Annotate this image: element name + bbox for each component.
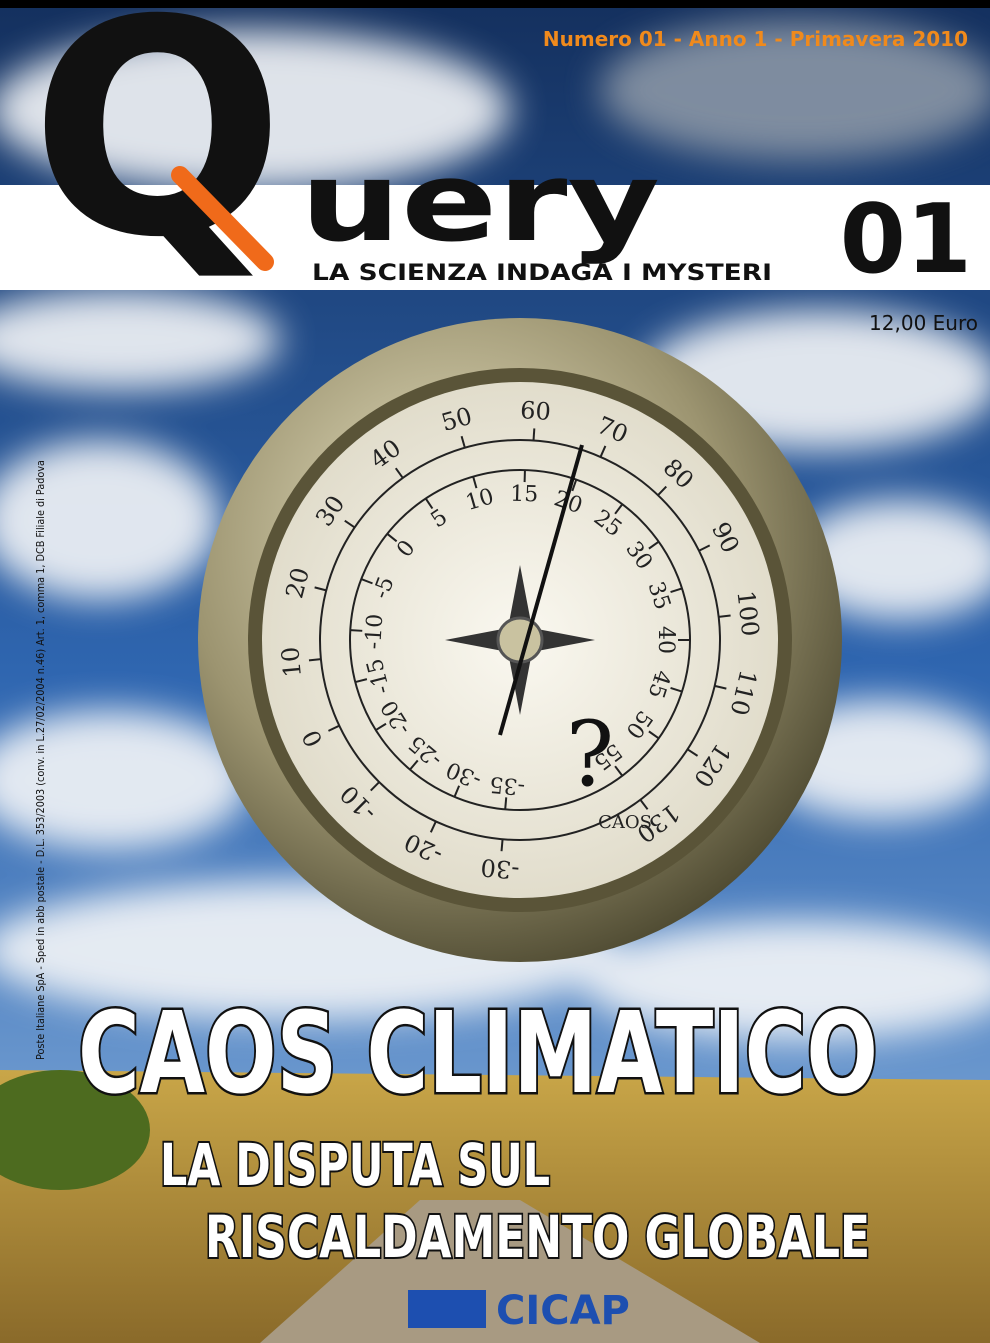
tagline: LA SCIENZA INDAGA I MYSTERI: [312, 261, 772, 286]
dial-tick: [648, 540, 660, 550]
dial-tick: [670, 686, 683, 693]
logo-q: Q: [30, 0, 285, 303]
publisher: CICAP: [496, 1288, 630, 1334]
top-bar: [0, 0, 990, 8]
dial-tick: [328, 724, 340, 732]
headline-subtitle: RISCALDAMENTO GLOBALE: [205, 1203, 870, 1271]
dial-number: 100: [731, 589, 764, 638]
dial-tick: [599, 445, 607, 458]
dial-number: 15: [510, 482, 539, 508]
dial-tick: [409, 759, 419, 771]
dial-label: CAOS: [598, 812, 652, 833]
dial-number: -35: [489, 771, 526, 799]
dial-tick: [308, 658, 322, 662]
logo-rest: uery: [300, 138, 660, 266]
logo-q-tail: [171, 166, 274, 271]
dial-tick: [344, 519, 356, 529]
dial-mark: ?: [566, 702, 614, 807]
dial-tick: [670, 587, 683, 594]
dial-tick: [500, 839, 504, 852]
dial-number: 40: [653, 626, 678, 654]
title-band: [0, 185, 990, 290]
dial-tick: [386, 533, 398, 543]
dial-number: 60: [519, 396, 551, 426]
dial-tick: [472, 476, 478, 489]
dial-tick: [686, 748, 699, 757]
dial-tick: [424, 497, 434, 510]
dial-tick: [355, 678, 368, 684]
dirt-road: [260, 1200, 760, 1343]
dial-tick: [714, 684, 727, 690]
sunflowers: [0, 1070, 150, 1190]
headline-title: CAOS CLIMATICO: [78, 989, 878, 1119]
dial-tick: [698, 544, 711, 552]
issue-number: 01: [840, 185, 972, 295]
dial-tick: [571, 479, 578, 492]
hub: [496, 616, 544, 664]
dial-tick: [614, 765, 624, 777]
dial-number: -10: [361, 613, 388, 650]
dial-tick: [314, 586, 327, 592]
needle: [498, 444, 584, 736]
dial-tick: [350, 629, 363, 632]
dial-tick: [460, 435, 466, 449]
outer-arc: [319, 439, 721, 841]
dial-tick: [718, 614, 731, 618]
dial-tick: [648, 730, 660, 740]
postal-note: Poste Italiane SpA - Sped in abb postale…: [34, 460, 47, 1060]
dial-tick: [504, 797, 508, 810]
dial-number: -30: [480, 853, 521, 884]
clouds: [0, 20, 990, 1040]
dial-tick: [639, 799, 649, 810]
headline-subtitle: LA DISPUTA SUL: [160, 1131, 550, 1199]
dial-tick: [394, 467, 404, 479]
price: 12,00 Euro: [869, 311, 978, 335]
dial-tick: [370, 781, 380, 792]
publisher-logo-mark: [408, 1290, 486, 1328]
issue-line: Numero 01 - Anno 1 - Primavera 2010: [543, 27, 968, 51]
dial-number: 10: [276, 645, 307, 678]
dial-tick: [614, 503, 624, 515]
dial-tick: [429, 821, 437, 833]
dial-tick: [532, 428, 536, 441]
dial-tick: [657, 485, 667, 496]
dial-tick: [375, 722, 387, 731]
dial-tick: [453, 785, 461, 798]
dial-tick: [360, 578, 373, 585]
